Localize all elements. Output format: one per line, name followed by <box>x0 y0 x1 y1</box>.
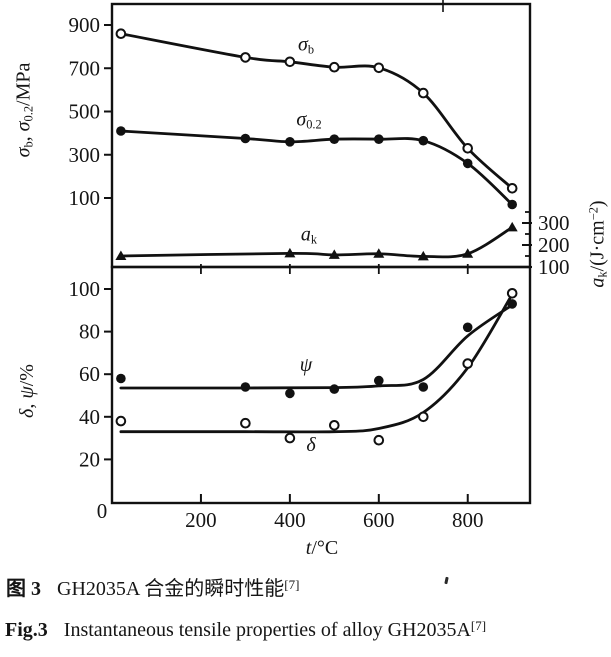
mpa-tick-label: 500 <box>69 100 101 124</box>
delta-curve <box>119 292 514 434</box>
x-axis-title: t/°C <box>305 537 339 559</box>
sigma_b-marker <box>418 87 429 99</box>
delta-marker <box>373 434 385 446</box>
caption-en-tag: Fig.3 <box>5 619 48 641</box>
x-tick-label: 400 <box>274 508 306 532</box>
scan-artifact <box>444 576 449 585</box>
sigma_0_2-series <box>116 126 517 210</box>
y-axis-title-top: σb, σ0.2/MPa <box>12 62 36 158</box>
psi-marker <box>285 388 295 399</box>
a_k-marker <box>284 247 296 258</box>
delta-marker <box>284 432 296 444</box>
delta-marker <box>329 420 340 431</box>
psi-marker <box>507 299 517 309</box>
caption-en-text: Instantaneous tensile properties of allo… <box>63 619 471 641</box>
delta-marker <box>506 288 518 299</box>
sigma_b-marker <box>373 62 385 74</box>
series-label-a-k: ak <box>300 223 318 247</box>
a_k-marker <box>506 221 518 232</box>
x-tick-label: 600 <box>363 508 395 532</box>
sigma_b-series <box>115 28 518 194</box>
x-axis: 200 400 600 800 0 <box>97 264 484 532</box>
psi-curve <box>119 303 514 390</box>
a_k-marker <box>328 249 340 259</box>
caption-zh-tag: 图 3 <box>6 578 41 600</box>
psi-marker <box>329 384 340 394</box>
mpa-tick-label: 700 <box>69 56 101 80</box>
sigma_b-marker <box>329 61 340 73</box>
series-label-sigma-b: σb <box>297 33 315 57</box>
mpa-tick-label: 900 <box>69 13 101 37</box>
series-label-delta: δ <box>306 434 316 456</box>
y-axis-title-bottom: δ, ψ/% <box>16 364 38 418</box>
x-tick-label: 800 <box>452 508 484 532</box>
sigma_0_2-marker <box>507 199 517 210</box>
delta-marker <box>115 415 127 427</box>
pct-tick-label: 60 <box>79 362 100 386</box>
sigma_b-marker <box>506 183 518 194</box>
pct-tick-label: 80 <box>79 320 100 344</box>
psi-series <box>116 299 517 399</box>
a_k-marker <box>115 250 127 260</box>
x-origin-label: 0 <box>97 499 108 523</box>
sigma_b-marker <box>462 143 474 154</box>
delta-marker <box>462 358 474 369</box>
a_k-marker <box>417 250 429 261</box>
sigma_0_2-curve <box>119 129 514 206</box>
mpa-tick-label: 100 <box>69 186 101 210</box>
x-tick-label: 200 <box>185 508 217 532</box>
ak-tick-label: 100 <box>538 255 570 279</box>
a_k-marker <box>373 248 385 258</box>
delta-marker <box>418 411 429 423</box>
pct-tick-label: 20 <box>79 447 100 471</box>
mpa-tick-label: 300 <box>69 143 101 167</box>
delta-marker <box>240 417 251 429</box>
psi-marker <box>374 375 384 386</box>
caption-chinese: 图 3 GH2035A 合金的瞬时性能[7] <box>6 577 299 601</box>
sigma_b-marker <box>115 28 127 40</box>
mpa-axis: 900 700 500 300 100 <box>69 13 112 210</box>
ak-tick-label: 300 <box>538 211 570 235</box>
sigma_0_2-marker <box>418 135 429 146</box>
sigma_0_2-marker <box>462 158 473 169</box>
caption-zh-text: GH2035A 合金的瞬时性能 <box>57 578 285 600</box>
a_k-marker <box>462 248 474 258</box>
ak-tick-label: 200 <box>538 233 570 257</box>
pct-tick-label: 40 <box>79 405 100 429</box>
caption-en-ref: [7] <box>470 618 487 634</box>
delta-series <box>115 288 518 446</box>
pct-tick-label: 100 <box>69 277 101 301</box>
psi-marker <box>240 382 251 392</box>
sigma_0_2-marker <box>374 134 384 144</box>
caption-zh-ref: [7] <box>284 577 300 593</box>
sigma_0_2-marker <box>116 126 126 136</box>
a_k-series <box>115 221 518 261</box>
psi-marker <box>462 322 473 333</box>
sigma_b-marker <box>284 56 296 68</box>
series-label-sigma-02: σ0.2 <box>296 108 322 132</box>
sigma_0_2-marker <box>240 133 251 144</box>
sigma_b-marker <box>240 52 251 63</box>
caption-english: Fig.3 Instantaneous tensile properties of… <box>5 618 486 642</box>
psi-marker <box>116 373 126 384</box>
y-axis-title-right: ak/(J·cm−2) <box>586 200 610 288</box>
pct-axis: 100 80 60 40 20 <box>69 277 112 471</box>
bottom-panel-frame <box>110 265 532 505</box>
psi-marker <box>418 382 429 392</box>
sigma_0_2-marker <box>329 134 340 144</box>
sigma_0_2-marker <box>285 137 295 147</box>
series-label-psi: ψ <box>299 354 313 376</box>
